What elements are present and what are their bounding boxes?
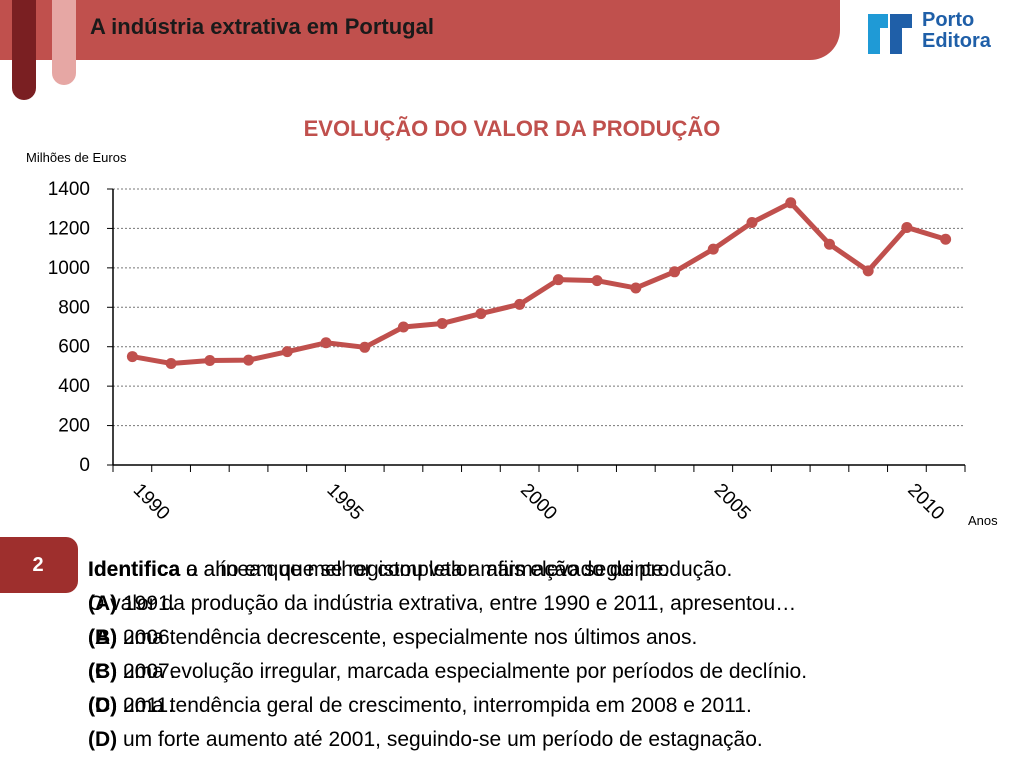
porto-editora-logo-icon [868, 14, 912, 54]
data-point [359, 341, 371, 353]
question-line: (A) 1991. [88, 587, 176, 621]
y-tick-label: 1400 [48, 179, 90, 200]
overlay-line-text: uma tendência decrescente, especialmente… [117, 626, 698, 649]
y-tick-label: 200 [58, 416, 90, 437]
chart-title: EVOLUÇÃO DO VALOR DA PRODUÇÃO [303, 116, 721, 141]
data-point [746, 217, 758, 229]
question-line: Identifica o ano em que se registou valo… [88, 553, 732, 587]
data-point [243, 354, 255, 366]
overlay-line-text: O valor da produção da indústria extrati… [88, 592, 797, 615]
overlay-line: Identifica a alínea que melhor completa … [88, 553, 669, 587]
overlay-line-text: um forte aumento até 2001, seguindo-se u… [117, 728, 763, 751]
x-tick-label: 2005 [710, 480, 755, 525]
question-line-text: 1991. [117, 592, 176, 615]
data-point [204, 355, 216, 367]
decorative-bar-dark [12, 0, 36, 100]
y-tick-label: 0 [79, 455, 90, 476]
y-tick-label: 1200 [48, 218, 90, 239]
question-line-text: 2011. [117, 694, 174, 717]
decorative-bar-light [52, 0, 76, 85]
question-line-text: 2006. [117, 626, 176, 649]
question-badge [0, 537, 78, 593]
question-line-bold: (A) [88, 592, 118, 615]
overlay-line-text: a alínea que melhor completa a afirmação… [180, 558, 670, 581]
data-point [707, 243, 719, 255]
data-point [862, 265, 874, 277]
overlay-line: (A) uma tendência decrescente, especialm… [88, 621, 697, 655]
slide-title: A indústria extrativa em Portugal [90, 14, 434, 39]
question-line-bold: (C) [88, 660, 118, 683]
data-point [281, 346, 293, 358]
question-line-text: o ano em que se registou valor mais elev… [180, 558, 733, 581]
y-tick-label: 600 [58, 337, 90, 358]
data-point [514, 298, 526, 310]
data-point [823, 238, 835, 250]
overlay-line-bold: (A) [88, 626, 118, 649]
overlay-line: (B) uma evolução irregular, marcada espe… [88, 655, 807, 689]
question-line-bold: Identifica [88, 558, 181, 581]
x-tick-label: 2010 [903, 480, 948, 525]
overlay-line-text: uma tendência geral de crescimento, inte… [117, 694, 752, 717]
data-point [165, 357, 177, 369]
overlay-line: (D) um forte aumento até 2001, seguindo-… [88, 723, 763, 757]
question-line: (B) 2006. [88, 621, 176, 655]
x-tick-label: 1995 [322, 480, 367, 525]
data-point [669, 266, 681, 278]
question-line: (D) 2011. [88, 689, 174, 723]
logo-text-line2: Editora [922, 30, 991, 52]
data-point [630, 282, 642, 294]
logo-text: Porto Editora [922, 10, 991, 52]
overlay-line-bold: Identifica [88, 558, 181, 581]
overlay-line-bold: (D) [88, 728, 118, 751]
question-line-text: 2007. [117, 660, 176, 683]
overlay-line-bold: (C) [88, 694, 118, 717]
question-line: (C) 2007. [88, 655, 176, 689]
line-chart: 0 200 400 600 800 1000 1200 1400 1990 1995 2000 200… [48, 179, 966, 525]
data-point [475, 308, 487, 320]
x-tick-label: 1990 [129, 480, 174, 525]
overlay-line: (C) uma tendência geral de crescimento, … [88, 689, 752, 723]
x-axis-label: Anos [968, 513, 998, 528]
overlay-line-bold: (B) [88, 660, 118, 683]
series-line [131, 200, 947, 366]
data-point [552, 274, 564, 286]
header-band [0, 0, 840, 60]
overlay-line-text: uma evolução irregular, marcada especial… [117, 660, 808, 683]
question-line-bold: (B) [88, 626, 118, 649]
data-point [591, 275, 603, 287]
data-point [785, 197, 797, 209]
question-number: 2 [32, 554, 44, 576]
data-point [126, 351, 138, 363]
data-point [940, 233, 952, 245]
y-axis-label: Milhões de Euros [26, 150, 127, 165]
data-point [320, 337, 332, 349]
x-tick-label: 2000 [516, 480, 561, 525]
y-tick-label: 400 [58, 376, 90, 397]
data-point [436, 317, 448, 329]
overlay-line: O valor da produção da indústria extrati… [88, 587, 796, 621]
data-point [901, 221, 913, 233]
logo-text-line1: Porto [922, 9, 975, 31]
y-tick-label: 1000 [48, 258, 90, 279]
y-tick-label: 800 [58, 297, 90, 318]
data-point [397, 321, 409, 333]
question-line-bold: (D) [88, 694, 118, 717]
